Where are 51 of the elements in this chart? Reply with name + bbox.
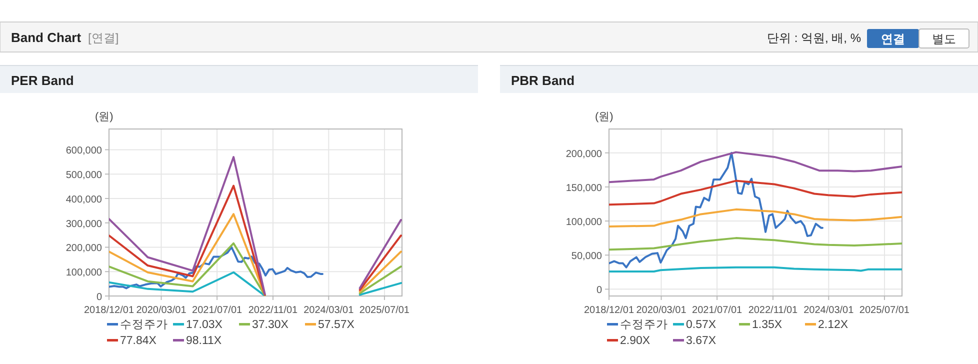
y-tick-label: 500,000 [66,170,102,182]
x-tick-label: 2025/07/01 [359,305,410,316]
y-tick-label: 0 [96,292,102,303]
y-tick-label: 100,000 [566,217,602,228]
text: 단위 : 억원, 배, % [766,31,862,45]
line-series [609,151,902,184]
chart-title: PER Band [11,73,74,88]
y-tick-label: 300,000 [66,218,102,230]
legend-label: 98.11X [186,335,222,347]
x-tick-label: 2018/12/01 [84,305,134,316]
y-tick-label: 200,000 [66,243,102,254]
legend-label: 2.12X [818,319,848,331]
legend-label: 2.90X [620,335,650,347]
x-tick-label: 2020/03/01 [136,305,187,316]
x-tick-label: 2021/07/01 [692,305,743,316]
legend-label: 3.67X [686,335,716,347]
line-series [109,246,324,290]
legend-label: 수정주가 [120,319,168,331]
x-tick-label: 2022/11/01 [748,305,798,316]
legend-label: 0.57X [686,319,716,331]
x-tick-label: 2020/03/01 [636,305,687,316]
y-tick-label: 50,000 [571,251,602,262]
legend-label: 1.35X [752,319,782,331]
legend-label: 17.03X [186,319,223,331]
legend-label: 77.84X [120,335,157,347]
legend-label: 37.30X [252,319,289,331]
legend-label: 수정주가 [620,319,668,331]
y-tick-label: 200,000 [566,148,602,160]
text: Band Chart [11,30,82,45]
legend-label: 57.57X [318,319,355,331]
x-tick-label: 2021/07/01 [192,305,243,316]
chart-title: PBR Band [511,73,575,88]
y-tick-label: 400,000 [66,194,102,206]
line-series [609,208,902,228]
x-tick-label: 2022/11/01 [248,305,298,316]
x-tick-label: 2025/07/01 [859,305,910,316]
line-series [609,237,902,251]
x-tick-label: 2024/03/01 [804,305,854,316]
y-tick-label: 100,000 [66,268,102,279]
y-tick-label: 150,000 [566,182,602,194]
x-tick-label: 2024/03/01 [304,305,354,316]
text: [연결] [88,31,119,45]
line-series [609,152,824,268]
text: 별도 [932,32,956,46]
x-tick-label: 2018/12/01 [584,305,634,316]
line-series [609,180,902,206]
text: 연결 [881,32,905,46]
y-tick-label: 600,000 [66,146,102,157]
y-tick-label: 0 [596,285,602,296]
y-axis-title: (원) [595,111,614,123]
y-axis-title: (원) [95,111,114,123]
